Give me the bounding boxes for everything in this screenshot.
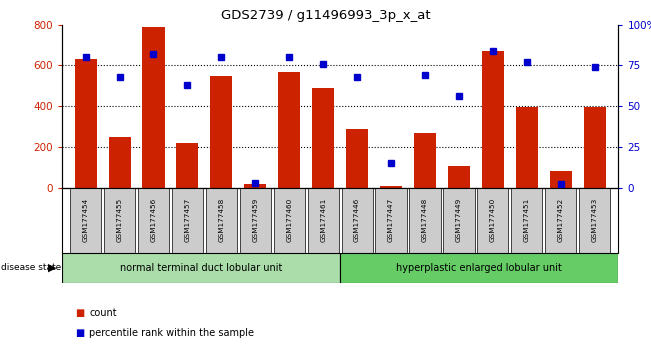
Bar — [579, 188, 610, 253]
Bar — [206, 188, 237, 253]
Text: GSM177447: GSM177447 — [388, 198, 394, 242]
Bar — [62, 253, 340, 283]
Text: GSM177446: GSM177446 — [354, 198, 360, 242]
Text: ■: ■ — [75, 329, 84, 338]
Bar — [584, 107, 605, 188]
Bar — [75, 59, 96, 188]
Bar — [273, 188, 305, 253]
Bar — [414, 133, 436, 188]
Text: GSM177457: GSM177457 — [184, 198, 191, 242]
Bar — [511, 188, 542, 253]
Text: count: count — [89, 308, 117, 318]
Bar — [240, 188, 271, 253]
Bar — [409, 188, 441, 253]
Text: GSM177451: GSM177451 — [524, 198, 530, 242]
Text: GSM177448: GSM177448 — [422, 198, 428, 242]
Text: GSM177450: GSM177450 — [490, 198, 496, 242]
Bar — [176, 143, 199, 188]
Bar — [342, 188, 373, 253]
Bar — [278, 72, 300, 188]
Text: ■: ■ — [75, 308, 84, 318]
Text: percentile rank within the sample: percentile rank within the sample — [89, 329, 254, 338]
Text: GSM177449: GSM177449 — [456, 198, 462, 242]
Bar — [138, 188, 169, 253]
Bar — [549, 171, 572, 188]
Bar — [340, 253, 618, 283]
Bar — [448, 166, 470, 188]
Bar — [210, 76, 232, 188]
Text: GSM177461: GSM177461 — [320, 198, 326, 242]
Bar — [482, 51, 504, 188]
Text: GSM177460: GSM177460 — [286, 198, 292, 242]
Bar — [346, 129, 368, 188]
Text: GSM177453: GSM177453 — [592, 198, 598, 242]
Bar — [516, 107, 538, 188]
Bar — [443, 188, 475, 253]
Bar — [244, 183, 266, 188]
Bar — [143, 27, 165, 188]
Text: disease state: disease state — [1, 263, 61, 272]
Bar — [172, 188, 203, 253]
Text: GSM177458: GSM177458 — [218, 198, 225, 242]
Bar — [380, 185, 402, 188]
Text: hyperplastic enlarged lobular unit: hyperplastic enlarged lobular unit — [396, 263, 562, 273]
Text: GSM177456: GSM177456 — [150, 198, 156, 242]
Bar — [307, 188, 339, 253]
Bar — [312, 88, 334, 188]
Text: GDS2739 / g11496993_3p_x_at: GDS2739 / g11496993_3p_x_at — [221, 9, 430, 22]
Text: ▶: ▶ — [48, 262, 57, 272]
Text: GSM177459: GSM177459 — [253, 198, 258, 242]
Bar — [477, 188, 508, 253]
Text: normal terminal duct lobular unit: normal terminal duct lobular unit — [120, 263, 282, 273]
Bar — [104, 188, 135, 253]
Bar — [545, 188, 576, 253]
Text: GSM177455: GSM177455 — [117, 198, 122, 242]
Text: GSM177452: GSM177452 — [558, 198, 564, 242]
Bar — [70, 188, 101, 253]
Text: GSM177454: GSM177454 — [83, 198, 89, 242]
Bar — [109, 137, 131, 188]
Bar — [376, 188, 407, 253]
